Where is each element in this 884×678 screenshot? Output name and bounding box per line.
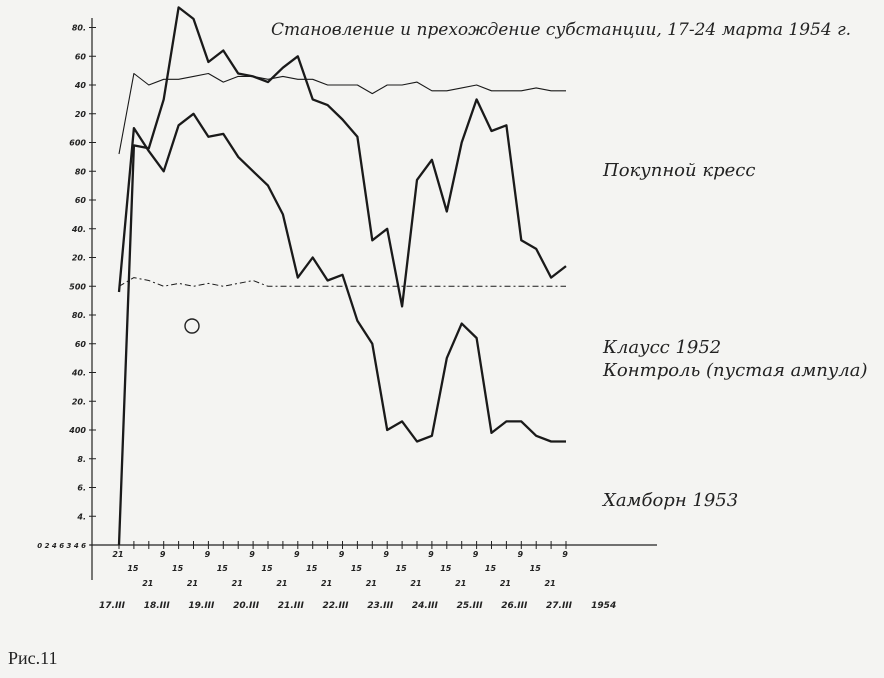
y-tick-label: 60: [75, 196, 87, 205]
y-tick-label: 80.: [72, 24, 86, 33]
x-day-label: 19.III: [188, 601, 215, 611]
x-hour-label: 9: [473, 550, 479, 559]
x-hour-label: 15: [440, 564, 452, 573]
x-hour-label: 21: [232, 579, 243, 588]
x-day-label: 1954: [591, 601, 616, 611]
x-hour-label: 21: [187, 579, 198, 588]
x-hour-label: 15: [261, 564, 273, 573]
x-hour-label: 9: [562, 550, 568, 559]
figure-caption: Рис.11: [8, 648, 58, 668]
x-hour-label: 21: [112, 550, 123, 559]
x-hour-label: 15: [217, 564, 229, 573]
x-day-label: 26.III: [501, 601, 528, 611]
x-hour-label: 15: [351, 564, 363, 573]
series-label-hamborn-1953: Хамборн 1953: [603, 490, 739, 511]
y-axis-ticks: 0 2 4 6 3 4 6 4. 6. 8. 400 20. 40. 60 80. 500 20. 4…: [37, 24, 96, 550]
series-line-2: [117, 112, 566, 443]
series-line-1: [117, 6, 567, 546]
series-line-3: [118, 277, 566, 287]
x-day-label: 20.III: [233, 601, 260, 611]
y-tick-label: 20.: [72, 254, 86, 263]
x-hour-label: 9: [518, 550, 524, 559]
x-day-label: 24.III: [412, 601, 439, 611]
y-tick-label: 20.: [72, 397, 86, 406]
x-day-label: 21.III: [278, 601, 305, 611]
x-hour-label: 9: [383, 550, 389, 559]
x-hour-label: 15: [485, 564, 497, 573]
x-axis-ticks: 2115219152191521915219152191521915219152…: [99, 541, 616, 611]
x-hour-label: 21: [366, 579, 377, 588]
x-hour-label: 15: [530, 564, 542, 573]
x-hour-label: 9: [428, 550, 434, 559]
x-hour-label: 21: [410, 579, 421, 588]
series-label-kontrol: Контроль (пустая ампула): [603, 360, 868, 381]
series-layer: [117, 6, 567, 546]
x-day-label: 22.III: [323, 601, 350, 611]
x-hour-label: 21: [500, 579, 511, 588]
y-tick-label: 8.: [77, 455, 86, 464]
x-day-label: 18.III: [144, 601, 171, 611]
x-hour-label: 15: [396, 564, 408, 573]
x-day-label: 17.III: [99, 601, 126, 611]
x-hour-label: 9: [294, 550, 300, 559]
x-day-label: 27.III: [546, 601, 573, 611]
y-tick-label: 4.: [76, 512, 86, 521]
y-tick-label: 500: [69, 282, 86, 291]
y-tick-label: 20: [75, 110, 87, 119]
series-label-klauss-1952: Клаусс 1952: [603, 337, 722, 358]
x-day-label: 23.III: [367, 601, 394, 611]
series-line-0: [118, 72, 566, 155]
x-hour-label: 21: [321, 579, 332, 588]
x-hour-label: 21: [545, 579, 556, 588]
series-label-pokupnoy-kress: Покупной кресс: [603, 160, 756, 181]
y-tick-label: 40: [74, 81, 87, 90]
x-hour-label: 9: [249, 550, 255, 559]
chart-title: Становление и прехождение субстанции, 17…: [271, 20, 852, 40]
y-tick-label: 60: [75, 340, 87, 349]
x-hour-label: 21: [142, 579, 153, 588]
x-hour-label: 15: [127, 564, 139, 573]
y-tick-label: 60: [75, 52, 87, 61]
y-tick-label: 600: [69, 139, 86, 148]
chart-axes: [90, 18, 657, 580]
y-tick-label: 400: [68, 426, 86, 435]
y-tick-label: 40.: [71, 369, 86, 378]
x-hour-label: 9: [339, 550, 345, 559]
y-tick-label: 40.: [71, 225, 86, 234]
x-hour-label: 9: [205, 550, 211, 559]
circle-marker: [184, 318, 200, 334]
x-hour-label: 15: [306, 564, 318, 573]
y-tick-label: 0 2 4 6 3 4 6: [37, 542, 86, 550]
y-tick-label: 6.: [77, 484, 86, 493]
y-tick-label: 80.: [72, 311, 86, 320]
x-hour-label: 15: [172, 564, 184, 573]
x-day-label: 25.III: [457, 601, 484, 611]
y-tick-label: 80: [75, 167, 87, 176]
x-hour-label: 9: [160, 550, 166, 559]
x-hour-label: 21: [455, 579, 466, 588]
x-hour-label: 21: [276, 579, 287, 588]
